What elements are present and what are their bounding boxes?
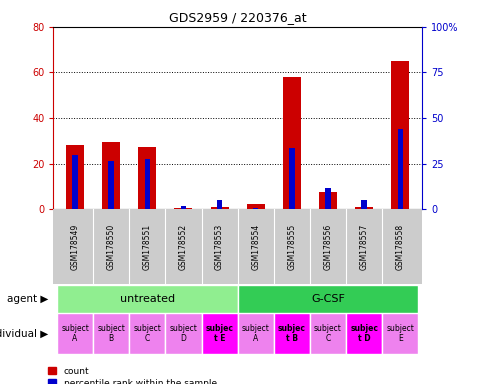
Bar — [201, 313, 237, 354]
Bar — [174, 208, 192, 209]
Bar — [237, 313, 273, 354]
Bar — [144, 159, 150, 209]
Text: untreated: untreated — [120, 294, 175, 304]
Bar — [253, 208, 258, 209]
Bar — [354, 207, 372, 209]
Bar — [108, 161, 114, 209]
Bar — [397, 129, 402, 209]
Bar — [138, 147, 156, 209]
Text: subject
D: subject D — [169, 324, 197, 343]
Bar — [57, 285, 237, 313]
Bar — [346, 313, 381, 354]
Text: GSM178553: GSM178553 — [214, 223, 224, 270]
Text: GSM178556: GSM178556 — [323, 223, 332, 270]
Bar — [361, 200, 366, 209]
Bar — [216, 200, 222, 209]
Bar — [165, 313, 201, 354]
Bar — [318, 192, 336, 209]
Title: GDS2959 / 220376_at: GDS2959 / 220376_at — [168, 11, 306, 24]
Bar — [391, 61, 408, 209]
Bar — [381, 313, 418, 354]
Bar — [309, 313, 346, 354]
Bar — [72, 155, 77, 209]
Bar — [66, 146, 84, 209]
Text: GSM178558: GSM178558 — [395, 223, 404, 270]
Text: GSM178552: GSM178552 — [179, 223, 188, 270]
Text: subject
B: subject B — [97, 324, 125, 343]
Bar — [129, 313, 165, 354]
Text: subject
A: subject A — [61, 324, 89, 343]
Bar — [282, 77, 300, 209]
Text: GSM178551: GSM178551 — [142, 223, 151, 270]
Text: GSM178554: GSM178554 — [251, 223, 260, 270]
Text: GSM178550: GSM178550 — [106, 223, 115, 270]
Bar — [246, 204, 264, 209]
Text: subject
C: subject C — [314, 324, 341, 343]
Text: GSM178557: GSM178557 — [359, 223, 368, 270]
Legend: count, percentile rank within the sample: count, percentile rank within the sample — [48, 367, 216, 384]
Text: subjec
t D: subjec t D — [349, 324, 378, 343]
Bar — [93, 313, 129, 354]
Text: subject
E: subject E — [386, 324, 413, 343]
Bar — [273, 313, 309, 354]
Text: GSM178549: GSM178549 — [70, 223, 79, 270]
Bar — [237, 285, 418, 313]
Text: subjec
t B: subjec t B — [277, 324, 305, 343]
Bar — [57, 313, 93, 354]
Bar — [181, 206, 186, 209]
Bar — [325, 188, 330, 209]
Bar — [102, 142, 120, 209]
Text: agent ▶: agent ▶ — [7, 294, 48, 304]
Text: subject
C: subject C — [133, 324, 161, 343]
Bar — [288, 148, 294, 209]
Text: subject
A: subject A — [242, 324, 269, 343]
Text: GSM178555: GSM178555 — [287, 223, 296, 270]
Text: subjec
t E: subjec t E — [205, 324, 233, 343]
Text: individual ▶: individual ▶ — [0, 328, 48, 339]
Text: G-CSF: G-CSF — [310, 294, 344, 304]
Bar — [210, 207, 228, 209]
